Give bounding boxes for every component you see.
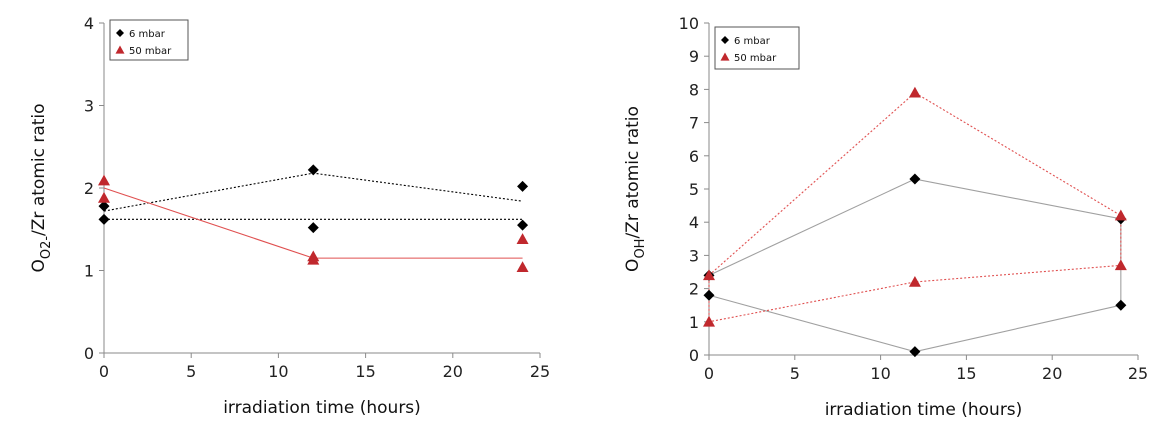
x-tick-label: 0 [99, 362, 109, 381]
y-tick-label: 5 [689, 180, 699, 199]
x-axis-title: irradiation time (hours) [825, 400, 1023, 420]
y-tick-label: 2 [84, 179, 94, 198]
y-axis-title: OOH/Zr atomic ratio [623, 106, 648, 272]
data-point-triangle [307, 253, 320, 265]
y-axis-title-rest: /Zr atomic ratio [623, 106, 643, 238]
y-axis-title-rest: /Zr atomic ratio [29, 103, 49, 235]
y-tick-label: 3 [84, 97, 94, 116]
x-tick-label: 5 [186, 362, 196, 381]
y-axis-title-subscript: OH [633, 239, 648, 259]
chart-right: 0 1 2 3 4 5 6 7 8 9 10 0 5 10 15 20 25 irradiation time (… [578, 0, 1157, 428]
data-point-triangle [1114, 209, 1127, 221]
data-point-triangle [516, 233, 529, 244]
y-tick-label: 8 [689, 80, 699, 99]
data-point-diamond [703, 289, 715, 301]
y-tick-label: 2 [689, 280, 699, 299]
legend-box [714, 26, 800, 70]
data-point-triangle [703, 269, 715, 281]
y-tick-label: 4 [84, 14, 94, 33]
x-tick-label: 0 [704, 364, 714, 383]
x-tick-label: 25 [1128, 364, 1148, 383]
y-tick-label: 0 [84, 344, 94, 363]
y-tick-label: 10 [679, 14, 699, 33]
data-point-triangle [908, 86, 921, 98]
y-axis-title-main: O [29, 259, 49, 272]
data-point-triangle [98, 191, 110, 203]
y-tick-label: 0 [689, 346, 699, 365]
data-point-diamond [517, 180, 529, 192]
y-tick-label: 6 [689, 147, 699, 166]
legend-label: 50 mbar [129, 46, 172, 57]
x-tick-label: 5 [790, 364, 800, 383]
data-point-diamond [517, 219, 529, 231]
legend-label: 6 mbar [129, 29, 166, 40]
y-tick-label: 7 [689, 114, 699, 133]
legend-marker-diamond [721, 36, 729, 44]
chart-left: 0 1 2 3 4 0 5 10 15 20 25 irradiation time (hours) O… [0, 0, 578, 428]
data-point-triangle [703, 315, 715, 327]
legend-marker-triangle [720, 52, 730, 61]
data-point-diamond [98, 200, 110, 212]
y-axis-title-main: O [623, 259, 643, 272]
data-point-triangle [1114, 259, 1127, 271]
x-tick-label: 20 [1042, 364, 1062, 383]
data-point-triangle [98, 174, 110, 186]
y-tick-label: 1 [689, 313, 699, 332]
y-axis-title: OO2-/Zr atomic ratio [29, 103, 54, 272]
x-tick-label: 10 [870, 364, 890, 383]
y-tick-label: 3 [689, 246, 699, 265]
y-axis-title-subscript: O2- [39, 236, 54, 260]
x-tick-label: 15 [956, 364, 976, 383]
series-connector-line [708, 178, 1122, 353]
y-tick-label: 4 [689, 213, 699, 232]
y-tick-label: 9 [689, 47, 699, 66]
legend-marker-triangle [115, 45, 125, 54]
x-tick-label: 15 [355, 362, 375, 381]
x-tick-label: 20 [443, 362, 463, 381]
data-point-diamond [1115, 299, 1127, 311]
data-point-diamond [307, 222, 319, 234]
x-tick-label: 10 [268, 362, 288, 381]
data-point-triangle [908, 275, 921, 287]
data-point-diamond [909, 346, 921, 358]
y-tick-label: 1 [84, 262, 94, 281]
chart-right-svg: 0 1 2 3 4 5 6 7 8 9 10 0 5 10 15 20 25 irradiation time (… [623, 14, 1148, 420]
chart-left-svg: 0 1 2 3 4 0 5 10 15 20 25 irradiation time (hours) O… [29, 14, 550, 418]
data-point-diamond [307, 164, 319, 176]
x-tick-label: 25 [530, 362, 550, 381]
data-point-diamond [909, 173, 921, 185]
legend-label: 50 mbar [734, 53, 777, 64]
data-point-diamond [98, 213, 110, 225]
x-axis-title: irradiation time (hours) [223, 398, 421, 418]
data-point-triangle [516, 261, 529, 272]
legend-marker-diamond [116, 29, 124, 37]
series-connector-line [103, 172, 523, 212]
legend-label: 6 mbar [734, 36, 771, 47]
